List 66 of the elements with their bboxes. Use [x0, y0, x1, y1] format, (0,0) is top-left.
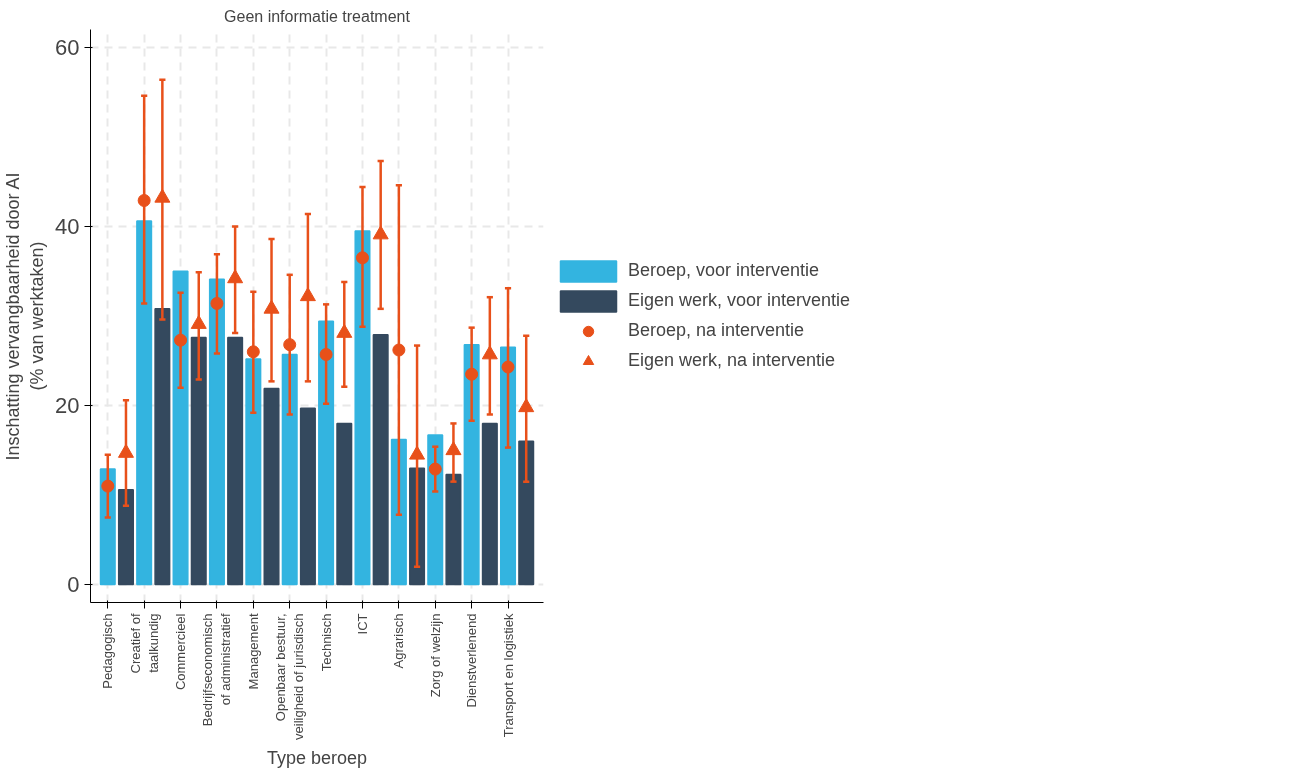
- bar: [445, 473, 462, 586]
- x-tick-label: Management: [245, 613, 261, 690]
- bar: [281, 353, 298, 586]
- point: [428, 462, 442, 476]
- bar: [172, 270, 189, 586]
- x-tick-label: Technisch: [318, 613, 334, 672]
- legend-label: Eigen werk, voor interventie: [628, 290, 851, 311]
- point: [263, 299, 280, 314]
- legend-label: Beroep, voor interventie: [628, 260, 820, 281]
- bar: [481, 422, 498, 586]
- point: [137, 194, 151, 207]
- y-tick-label: 0: [67, 572, 80, 598]
- y-tick-label: 40: [55, 213, 80, 239]
- point: [445, 441, 462, 456]
- point: [319, 348, 333, 361]
- point: [154, 188, 171, 203]
- point: [481, 345, 498, 360]
- point: [392, 343, 406, 357]
- x-tick-label: Dienstverlenend: [464, 613, 480, 708]
- point: [210, 296, 224, 310]
- x-tick-label: Bedrijfseconomisch of administratief: [200, 613, 234, 727]
- point: [299, 287, 316, 302]
- point: [283, 338, 297, 352]
- x-axis-title: Type beroep: [266, 747, 368, 768]
- point: [409, 445, 426, 460]
- bar: [518, 440, 535, 586]
- point: [465, 367, 479, 381]
- x-tick-label: Commercieel: [173, 613, 189, 691]
- bar: [390, 438, 407, 586]
- point: [117, 443, 134, 458]
- bar: [190, 336, 207, 586]
- bar: [299, 407, 316, 586]
- point: [246, 345, 260, 359]
- point: [101, 479, 115, 493]
- bar: [208, 278, 225, 586]
- y-tick-label: 20: [55, 393, 80, 419]
- y-axis-title: Inschatting vervangbaarheid door AI (% van werktaken): [3, 172, 48, 461]
- bar: [318, 320, 335, 586]
- bar: [372, 334, 389, 586]
- bar: [245, 358, 262, 586]
- x-tick-label: Pedagogisch: [100, 613, 116, 689]
- x-tick-label: ICT: [354, 613, 370, 635]
- bar: [154, 308, 171, 586]
- point: [501, 360, 515, 374]
- chart-title: Geen informatie treatment: [224, 7, 411, 25]
- bar: [227, 336, 244, 586]
- x-tick-label: Creatief of taalkundig: [127, 613, 161, 674]
- bar: [463, 343, 480, 586]
- legend-label: Eigen werk, na interventie: [628, 350, 836, 371]
- bar: [117, 488, 134, 586]
- point: [174, 333, 188, 347]
- x-tick-label: Zorg of welzijn: [427, 613, 443, 698]
- point: [355, 251, 369, 265]
- point: [336, 323, 353, 338]
- bar: [354, 230, 371, 586]
- x-tick-label: Transport en logistiek: [500, 613, 516, 738]
- x-tick-label: Agrarisch: [391, 613, 407, 669]
- bar: [336, 422, 353, 586]
- bar: [263, 387, 280, 586]
- legend-label: Beroep, na interventie: [628, 320, 805, 341]
- bar: [136, 220, 153, 586]
- point: [190, 314, 207, 329]
- point: [372, 225, 389, 240]
- point: [518, 398, 535, 413]
- point: [227, 269, 244, 284]
- y-tick-label: 60: [55, 34, 80, 60]
